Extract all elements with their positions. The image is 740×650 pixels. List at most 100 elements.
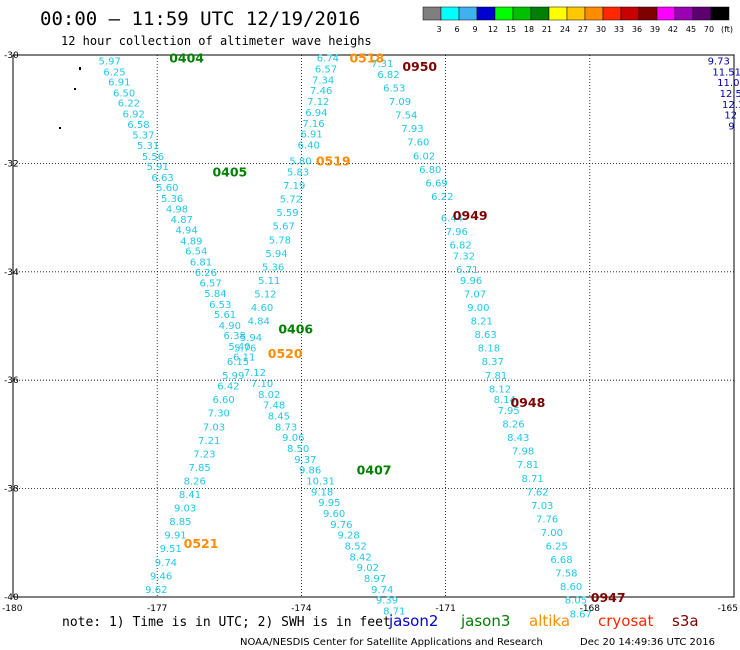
swh-value-label: 9.03 [174, 504, 196, 515]
colorbar-swatch [602, 6, 622, 21]
swh-value-label: 5.94 [265, 249, 287, 260]
swh-value-label: 5.78 [269, 235, 291, 246]
swh-value-label: 5.36 [161, 194, 183, 205]
legend-entry: altika [529, 612, 570, 630]
swh-value-label: 9.37 [294, 455, 316, 466]
swh-value-label: 9.39 [376, 596, 398, 607]
swh-value-label: 5.12 [254, 289, 276, 300]
swh-value-label: 7.16 [302, 119, 324, 130]
legend-entry: jason2 [388, 612, 438, 630]
timestamp-text: Dec 20 14:49:36 UTC 2016 [580, 637, 715, 648]
swh-value-label: 7.54 [395, 111, 417, 122]
swh-value-label: 7.81 [485, 371, 507, 382]
swh-value-label: 6.81 [190, 258, 212, 269]
swh-value-label: 5.67 [273, 222, 295, 233]
swh-value-label: 9.51 [160, 544, 182, 555]
colorbar-label: 45 [686, 25, 696, 34]
swh-value-label: 5.37 [132, 131, 154, 142]
colorbar-swatch [710, 6, 730, 21]
pass-time-label: 0519 [316, 154, 351, 169]
legend-entry: jason3 [460, 612, 510, 630]
swh-value-label: 4.90 [219, 321, 241, 332]
swh-value-label: 7.03 [203, 422, 225, 433]
pass-time-label: 0521 [184, 536, 219, 551]
swh-value-label: 6.26 [195, 268, 217, 279]
colorbar-label: 15 [506, 25, 516, 34]
swh-value-label: 7.60 [407, 138, 429, 149]
chart-title: 00:00 – 11:59 UTC 12/19/2016 [40, 8, 360, 30]
swh-value-label: 8.43 [507, 433, 529, 444]
swh-value-label: 12.1 [722, 100, 740, 111]
swh-value-label: 6.42 [217, 382, 239, 393]
colorbar-label: 70 [704, 25, 714, 34]
colorbar-swatch [458, 6, 478, 21]
swh-value-label: 9.46 [150, 571, 172, 582]
colorbar-label: 42 [668, 25, 678, 34]
colorbar-swatch [566, 6, 586, 21]
swh-value-label: 10.31 [306, 476, 335, 487]
swh-value-label: 7.32 [453, 252, 475, 263]
swh-value-label: 9.74 [371, 585, 393, 596]
swh-value-label: 8.73 [275, 422, 297, 433]
swh-value-label: 7.58 [555, 569, 577, 580]
swh-value-label: 8.05 [565, 596, 587, 607]
x-tick-label: -168 [580, 604, 601, 614]
pass-time-label: 0406 [278, 322, 313, 337]
swh-value-label: 5.91 [147, 162, 169, 173]
swh-value-label: 6.22 [118, 99, 140, 110]
swh-value-label: 7.48 [263, 401, 285, 412]
swh-value-label: 6.82 [377, 70, 399, 81]
swh-value-label: 8.18 [478, 344, 500, 355]
colorbar-swatch [638, 6, 658, 21]
swh-value-label: 5.11 [258, 276, 280, 287]
swh-value-label: 8.14 [494, 395, 516, 406]
swh-value-label: 6.25 [546, 542, 568, 553]
swh-value-label: 8.52 [345, 542, 367, 553]
swh-value-label: 4.84 [248, 317, 270, 328]
swh-value-label: 11.51 [712, 67, 740, 78]
swh-value-label: 7.95 [498, 406, 520, 417]
swh-value-label: 8.97 [364, 574, 386, 585]
swh-value-label: 6.38 [224, 331, 246, 342]
legend-entry: s3a [672, 612, 699, 630]
swh-value-label: 8.42 [349, 552, 371, 563]
swh-value-label: 5.60 [156, 183, 178, 194]
swh-value-label: 6.02 [413, 151, 435, 162]
swh-value-label: 7.30 [208, 409, 230, 420]
swh-value-label: 7.12 [244, 368, 266, 379]
swh-value-label: 7.46 [310, 86, 332, 97]
swh-value-label: 5.94 [240, 333, 262, 344]
plot-frame [12, 54, 735, 598]
colorbar-label: 9 [472, 25, 477, 34]
swh-value-label: 7.98 [512, 447, 534, 458]
land-specks [59, 67, 81, 129]
colorbar-swatch [674, 6, 694, 21]
pass-time-label: 0518 [349, 51, 384, 66]
swh-value-label: 6.44 [441, 214, 463, 225]
note-text: note: 1) Time is in UTC; 2) SWH is in fe… [62, 615, 391, 630]
pass-time-label: 0520 [268, 346, 303, 361]
swh-value-label: 5.97 [99, 56, 121, 67]
swh-value-label: 5.83 [287, 168, 309, 179]
swh-value-label: 6.60 [212, 395, 234, 406]
swh-value-label: 5.61 [214, 310, 236, 321]
y-tick-label: -36 [4, 376, 19, 386]
swh-value-label: 9.28 [337, 531, 359, 542]
colorbar: 3 6 9 12 15 18 21 24 27 30 33 36 39 42 45 70 (ft) [422, 6, 733, 34]
swh-value-label: 6.50 [113, 88, 135, 99]
colorbar-swatch [476, 6, 496, 21]
swh-value-label: 8.37 [482, 357, 504, 368]
grid [13, 55, 734, 597]
swh-value-label: 6.53 [383, 84, 405, 95]
swh-value-label: 5.56 [142, 152, 164, 163]
swh-value-label: 7.62 [526, 487, 548, 498]
swh-value-label: 6.71 [456, 265, 478, 276]
swh-value-label: 7.93 [401, 124, 423, 135]
colorbar-swatch [584, 6, 604, 21]
swh-value-label: 8.85 [169, 517, 191, 528]
swh-value-label: 4.60 [251, 303, 273, 314]
swh-value-label: 7.09 [389, 97, 411, 108]
swh-value-label: 8.21 [471, 317, 493, 328]
swh-value-label: 6.57 [315, 65, 337, 76]
